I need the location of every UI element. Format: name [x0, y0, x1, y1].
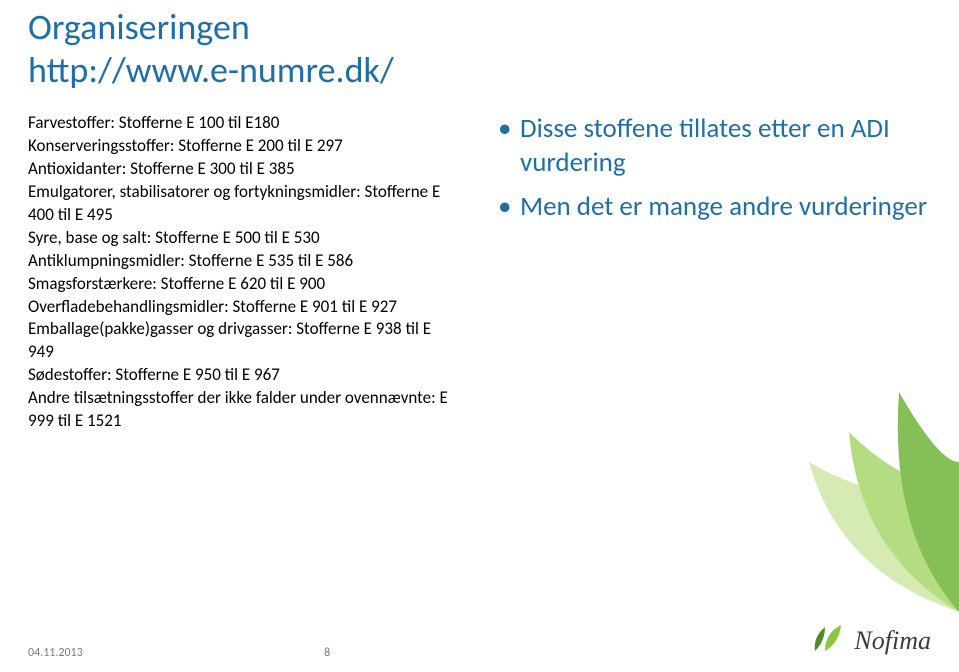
list-item: Overfladebehandlingsmidler: Stofferne E … — [28, 296, 458, 319]
list-item: Syre, base og salt: Stofferne E 500 til … — [28, 227, 458, 250]
leaf-decoration-icon — [659, 352, 959, 612]
bullet-list: Disse stoffene tillates etter en ADI vur… — [498, 112, 928, 223]
title-line-2: http://www.e-numre.dk/ — [28, 48, 394, 92]
footer-date: 04.11.2013 — [28, 646, 83, 660]
logo: Nofima — [811, 623, 931, 658]
right-column: Disse stoffene tillates etter en ADI vur… — [498, 112, 928, 233]
slide: Organiseringen http://www.e-numre.dk/ Fa… — [0, 0, 959, 672]
list-item: Smagsforstærkere: Stofferne E 620 til E … — [28, 273, 458, 296]
list-item: Sødestoffer: Stofferne E 950 til E 967 — [28, 364, 458, 387]
list-item: Antioxidanter: Stofferne E 300 til E 385 — [28, 158, 458, 181]
logo-mark-icon — [811, 623, 845, 658]
list-item: Konserveringsstoffer: Stofferne E 200 ti… — [28, 135, 458, 158]
slide-number: 8 — [324, 646, 330, 660]
list-item: Andre tilsætningsstoffer der ikke falder… — [28, 387, 458, 433]
list-item: Farvestoffer: Stofferne E 100 til E180 — [28, 112, 458, 135]
list-item: Antiklumpningsmidler: Stofferne E 535 ti… — [28, 250, 458, 273]
title-line-1: Organiseringen — [28, 5, 250, 49]
left-column: Farvestoffer: Stofferne E 100 til E180 K… — [28, 112, 458, 433]
bullet-item: Disse stoffene tillates etter en ADI vur… — [498, 112, 928, 180]
slide-title: Organiseringen http://www.e-numre.dk/ — [28, 6, 394, 92]
list-item: Emulgatorer, stabilisatorer og fortyknin… — [28, 181, 458, 227]
list-item: Emballage(pakke)gasser og drivgasser: St… — [28, 318, 458, 364]
logo-text: Nofima — [854, 626, 931, 656]
bullet-item: Men det er mange andre vurderinger — [498, 190, 928, 224]
